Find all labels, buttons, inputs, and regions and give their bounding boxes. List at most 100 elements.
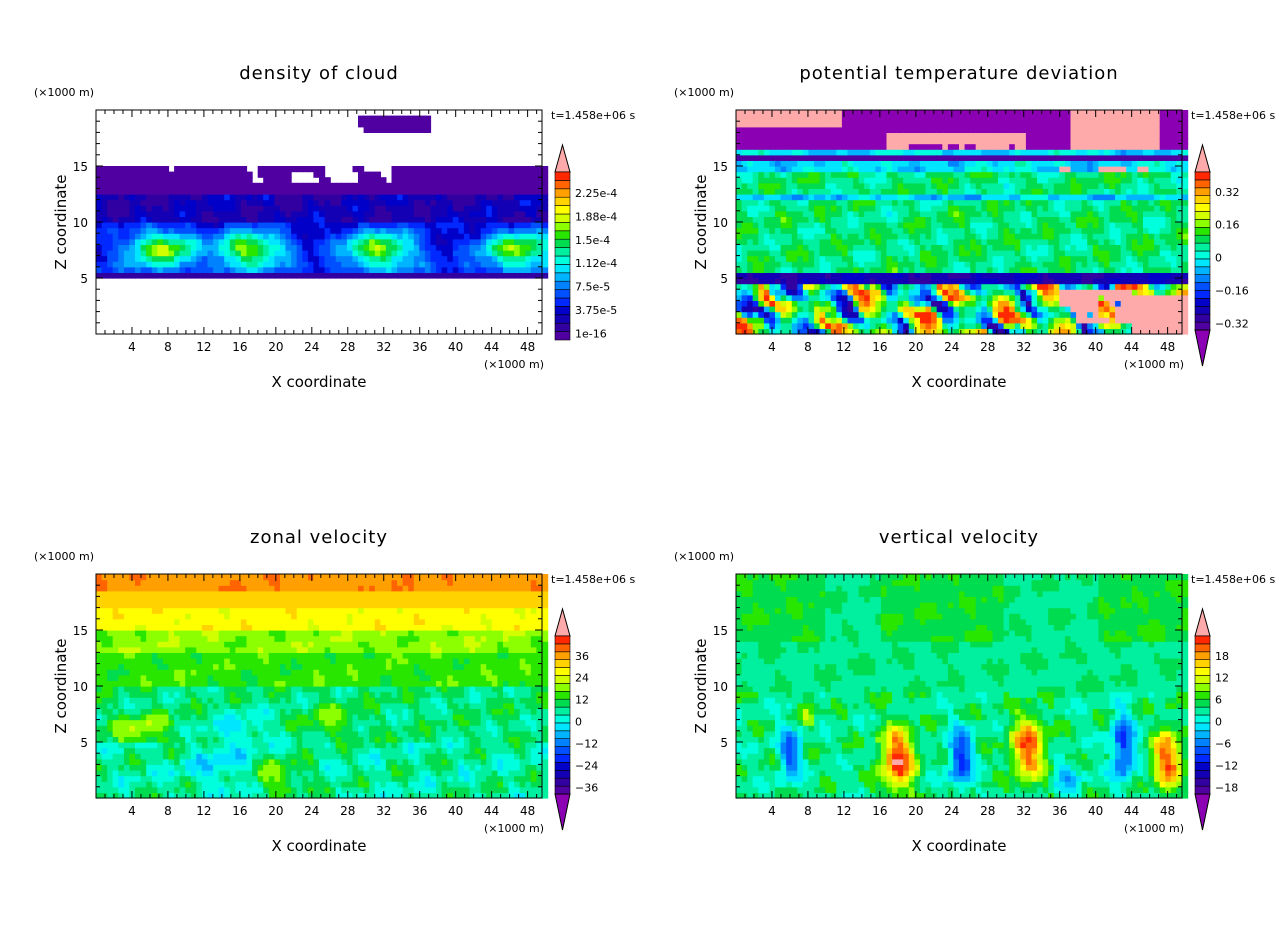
contour-cell xyxy=(503,238,510,245)
contour-cell xyxy=(998,171,1005,178)
contour-cell xyxy=(758,143,765,150)
contour-cell xyxy=(875,317,882,324)
contour-cell xyxy=(1037,143,1044,150)
contour-cell xyxy=(419,166,426,173)
contour-cell xyxy=(1070,222,1077,229)
contour-cell xyxy=(964,132,971,139)
contour-cell xyxy=(814,138,821,145)
contour-cell xyxy=(992,194,999,201)
contour-cell xyxy=(213,199,220,206)
contour-cell xyxy=(1053,132,1060,139)
contour-cell xyxy=(975,289,982,296)
contour-cell xyxy=(257,266,264,273)
contour-cell xyxy=(925,126,932,133)
contour-cell xyxy=(959,222,966,229)
contour-cell xyxy=(1059,311,1066,318)
contour-cell xyxy=(1020,222,1027,229)
contour-cell xyxy=(190,233,197,240)
contour-cell xyxy=(986,306,994,313)
contour-cell xyxy=(1115,210,1122,217)
contour-cell xyxy=(1081,266,1088,273)
contour-cell xyxy=(1098,244,1105,251)
contour-cell xyxy=(814,227,821,234)
contour-cell xyxy=(168,233,175,240)
contour-cell xyxy=(1042,166,1049,173)
contour-cell xyxy=(1076,278,1083,285)
contour-cell xyxy=(830,154,837,161)
x-tick-label: 24 xyxy=(304,340,319,354)
contour-cell xyxy=(741,132,748,139)
contour-cell xyxy=(970,177,977,184)
contour-cell xyxy=(341,255,348,262)
contour-cell xyxy=(330,182,337,189)
contour-cell xyxy=(903,294,910,301)
contour-cell xyxy=(1053,210,1060,217)
contour-cell xyxy=(1137,272,1144,279)
contour-cell xyxy=(1092,121,1099,128)
contour-cell xyxy=(1064,154,1072,161)
contour-cell xyxy=(786,278,793,285)
contour-cell xyxy=(157,255,164,262)
contour-cell xyxy=(1076,121,1083,128)
contour-cell xyxy=(1148,160,1155,167)
contour-cell xyxy=(335,222,342,229)
contour-cell xyxy=(1131,166,1138,173)
contour-cell xyxy=(1009,126,1016,133)
contour-cell xyxy=(836,278,843,285)
contour-cell xyxy=(1014,126,1021,133)
contour-cell xyxy=(752,121,759,128)
contour-cell xyxy=(841,272,849,279)
contour-cell xyxy=(397,261,404,268)
contour-cell xyxy=(975,250,982,257)
contour-cell xyxy=(397,166,404,173)
contour-cell xyxy=(508,238,515,245)
contour-cell xyxy=(112,250,119,257)
contour-cell xyxy=(1109,328,1116,335)
contour-cell xyxy=(908,300,915,307)
contour-cell xyxy=(1137,283,1144,290)
contour-cell xyxy=(419,194,426,201)
contour-cell xyxy=(853,160,860,167)
contour-cell xyxy=(1148,289,1155,296)
contour-cell xyxy=(769,322,776,329)
contour-cell xyxy=(514,210,521,217)
contour-cell xyxy=(1070,255,1077,262)
contour-cell xyxy=(252,205,259,212)
contour-cell xyxy=(1154,278,1161,285)
contour-cell xyxy=(1053,238,1060,245)
contour-cell xyxy=(1098,126,1105,133)
contour-cell xyxy=(897,210,904,217)
contour-cell xyxy=(1120,194,1127,201)
contour-cell xyxy=(925,160,932,167)
contour-cell xyxy=(763,328,771,335)
contour-cell xyxy=(736,154,743,161)
contour-cell xyxy=(797,182,804,189)
contour-cell xyxy=(1025,205,1033,212)
contour-cell xyxy=(1143,149,1150,156)
contour-cell xyxy=(441,210,448,217)
contour-cell xyxy=(875,238,882,245)
contour-cell xyxy=(953,177,960,184)
contour-cell xyxy=(179,255,186,262)
contour-cell xyxy=(235,222,242,229)
contour-cell xyxy=(118,244,125,251)
contour-cell xyxy=(1098,143,1105,150)
contour-cell xyxy=(1115,278,1122,285)
contour-cell xyxy=(1137,132,1144,139)
contour-cell xyxy=(981,138,988,145)
contour-cell xyxy=(947,149,955,156)
contour-cell xyxy=(291,266,298,273)
contour-cell xyxy=(218,177,225,184)
contour-cell xyxy=(1037,216,1044,223)
contour-cell xyxy=(814,272,821,279)
contour-cell xyxy=(780,233,787,240)
contour-cell xyxy=(291,205,298,212)
contour-cell xyxy=(1137,261,1144,268)
contour-cell xyxy=(964,166,971,173)
contour-cell xyxy=(825,149,832,156)
contour-cell xyxy=(1031,199,1038,206)
contour-cell xyxy=(530,188,537,195)
contour-cell xyxy=(914,210,921,217)
contour-cell xyxy=(964,289,971,296)
contour-cell xyxy=(1120,132,1127,139)
